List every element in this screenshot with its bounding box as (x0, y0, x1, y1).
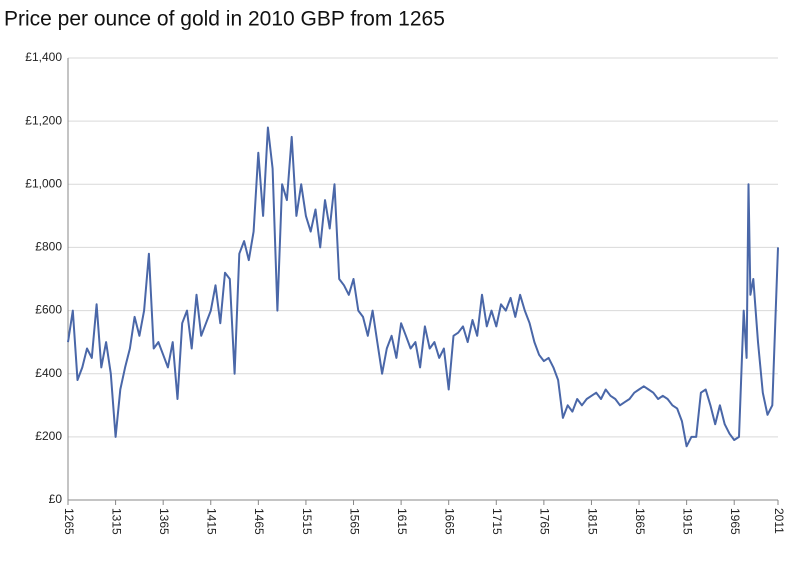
y-tick-label: £0 (49, 492, 63, 506)
y-tick-label: £400 (35, 366, 62, 380)
x-tick-label: 1615 (395, 508, 409, 535)
y-tick-label: £800 (35, 240, 62, 254)
x-tick-label: 1315 (109, 508, 123, 535)
x-tick-label: 1765 (538, 508, 552, 535)
x-tick-label: 1865 (633, 508, 647, 535)
chart-title: Price per ounce of gold in 2010 GBP from… (4, 8, 445, 31)
data-line (67, 126, 779, 448)
y-tick-label: £1,200 (25, 113, 62, 127)
x-tick-label: 1665 (443, 508, 457, 535)
y-tick-label: £1,000 (25, 176, 62, 190)
x-tick-label: 1965 (728, 508, 742, 535)
x-tick-label: 1915 (680, 508, 694, 535)
y-tick-label: £200 (35, 429, 62, 443)
x-tick-label: 1365 (157, 508, 171, 535)
x-tick-label: 1565 (347, 508, 361, 535)
x-tick-label: 1415 (205, 508, 219, 535)
x-tick-label: 1815 (585, 508, 599, 535)
y-tick-label: £600 (35, 303, 62, 317)
x-tick-label: 1465 (252, 508, 266, 535)
x-tick-label: 1715 (490, 508, 504, 535)
x-tick-label: 1515 (300, 508, 314, 535)
x-tick-label: 2011 (772, 508, 786, 534)
y-tick-label: £1,400 (25, 50, 62, 64)
x-tick-label: 1265 (62, 508, 76, 535)
